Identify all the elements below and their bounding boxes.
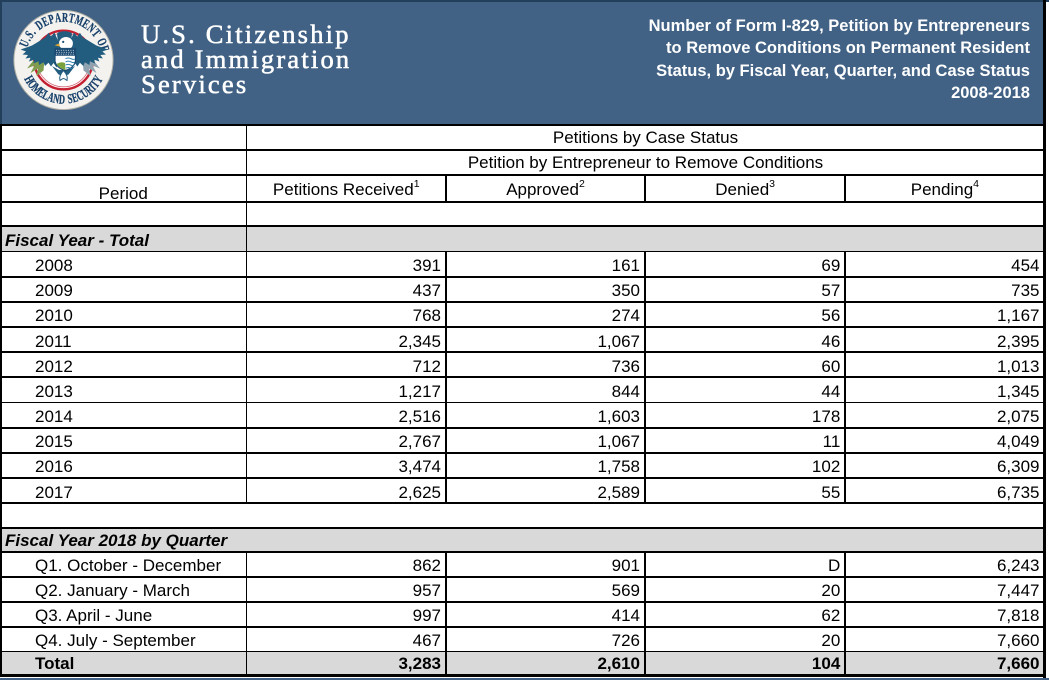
svg-text:R: R (62, 11, 69, 26)
svg-text:.: . (21, 34, 35, 43)
svg-text:P: P (47, 12, 56, 27)
svg-text:L: L (40, 88, 51, 103)
svg-text:U: U (17, 38, 33, 49)
svg-text:E: E (40, 14, 51, 29)
svg-text:S: S (67, 92, 74, 107)
svg-text:C: C (74, 89, 85, 105)
svg-text:A: A (45, 90, 55, 106)
svg-text:E: E (70, 91, 80, 106)
svg-text:N: N (52, 92, 61, 107)
svg-text:D: D (59, 93, 66, 108)
svg-text:.: . (27, 25, 39, 36)
svg-text:A: A (54, 11, 62, 26)
svg-text:T: T (67, 11, 76, 26)
